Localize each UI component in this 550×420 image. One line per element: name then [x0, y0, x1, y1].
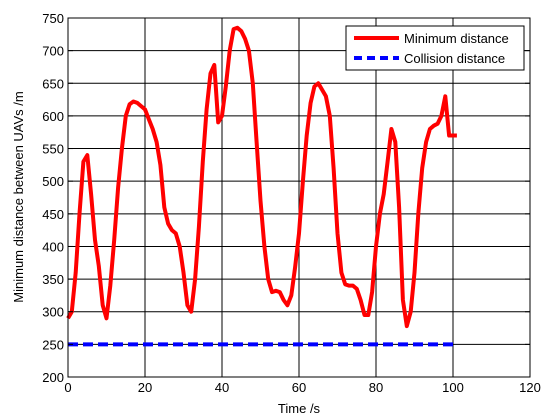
y-tick-label: 450 [42, 207, 64, 222]
y-tick-label: 250 [42, 337, 64, 352]
x-axis-ticks: 0 20 40 60 80 100 120 [64, 18, 541, 395]
legend-label-collision-distance: Collision distance [404, 51, 505, 66]
series-layer [66, 25, 457, 347]
legend: Minimum distance Collision distance [345, 25, 525, 71]
x-tick-label: 60 [292, 380, 306, 395]
y-tick-label: 550 [42, 142, 64, 157]
x-tick-label: 0 [64, 380, 71, 395]
y-axis-label: Minimum distance between UAVs /m [11, 91, 26, 302]
y-tick-label: 600 [42, 109, 64, 124]
minimum-distance-line [66, 25, 457, 329]
x-tick-label: 120 [519, 380, 541, 395]
y-tick-label: 750 [42, 11, 64, 26]
y-tick-label: 350 [42, 272, 64, 287]
y-tick-label: 700 [42, 44, 64, 59]
legend-box [345, 25, 525, 71]
x-tick-label: 20 [138, 380, 152, 395]
y-tick-label: 400 [42, 239, 64, 254]
x-axis-label: Time /s [278, 401, 321, 416]
x-tick-label: 80 [369, 380, 383, 395]
y-tick-label: 300 [42, 305, 64, 320]
x-tick-label: 100 [442, 380, 464, 395]
y-axis-ticks: 200 250 300 350 400 450 500 550 600 650 700 750 [42, 11, 530, 385]
x-tick-label: 40 [215, 380, 229, 395]
y-tick-label: 650 [42, 76, 64, 91]
y-tick-label: 200 [42, 370, 64, 385]
legend-label-minimum-distance: Minimum distance [404, 31, 509, 46]
y-tick-label: 500 [42, 174, 64, 189]
